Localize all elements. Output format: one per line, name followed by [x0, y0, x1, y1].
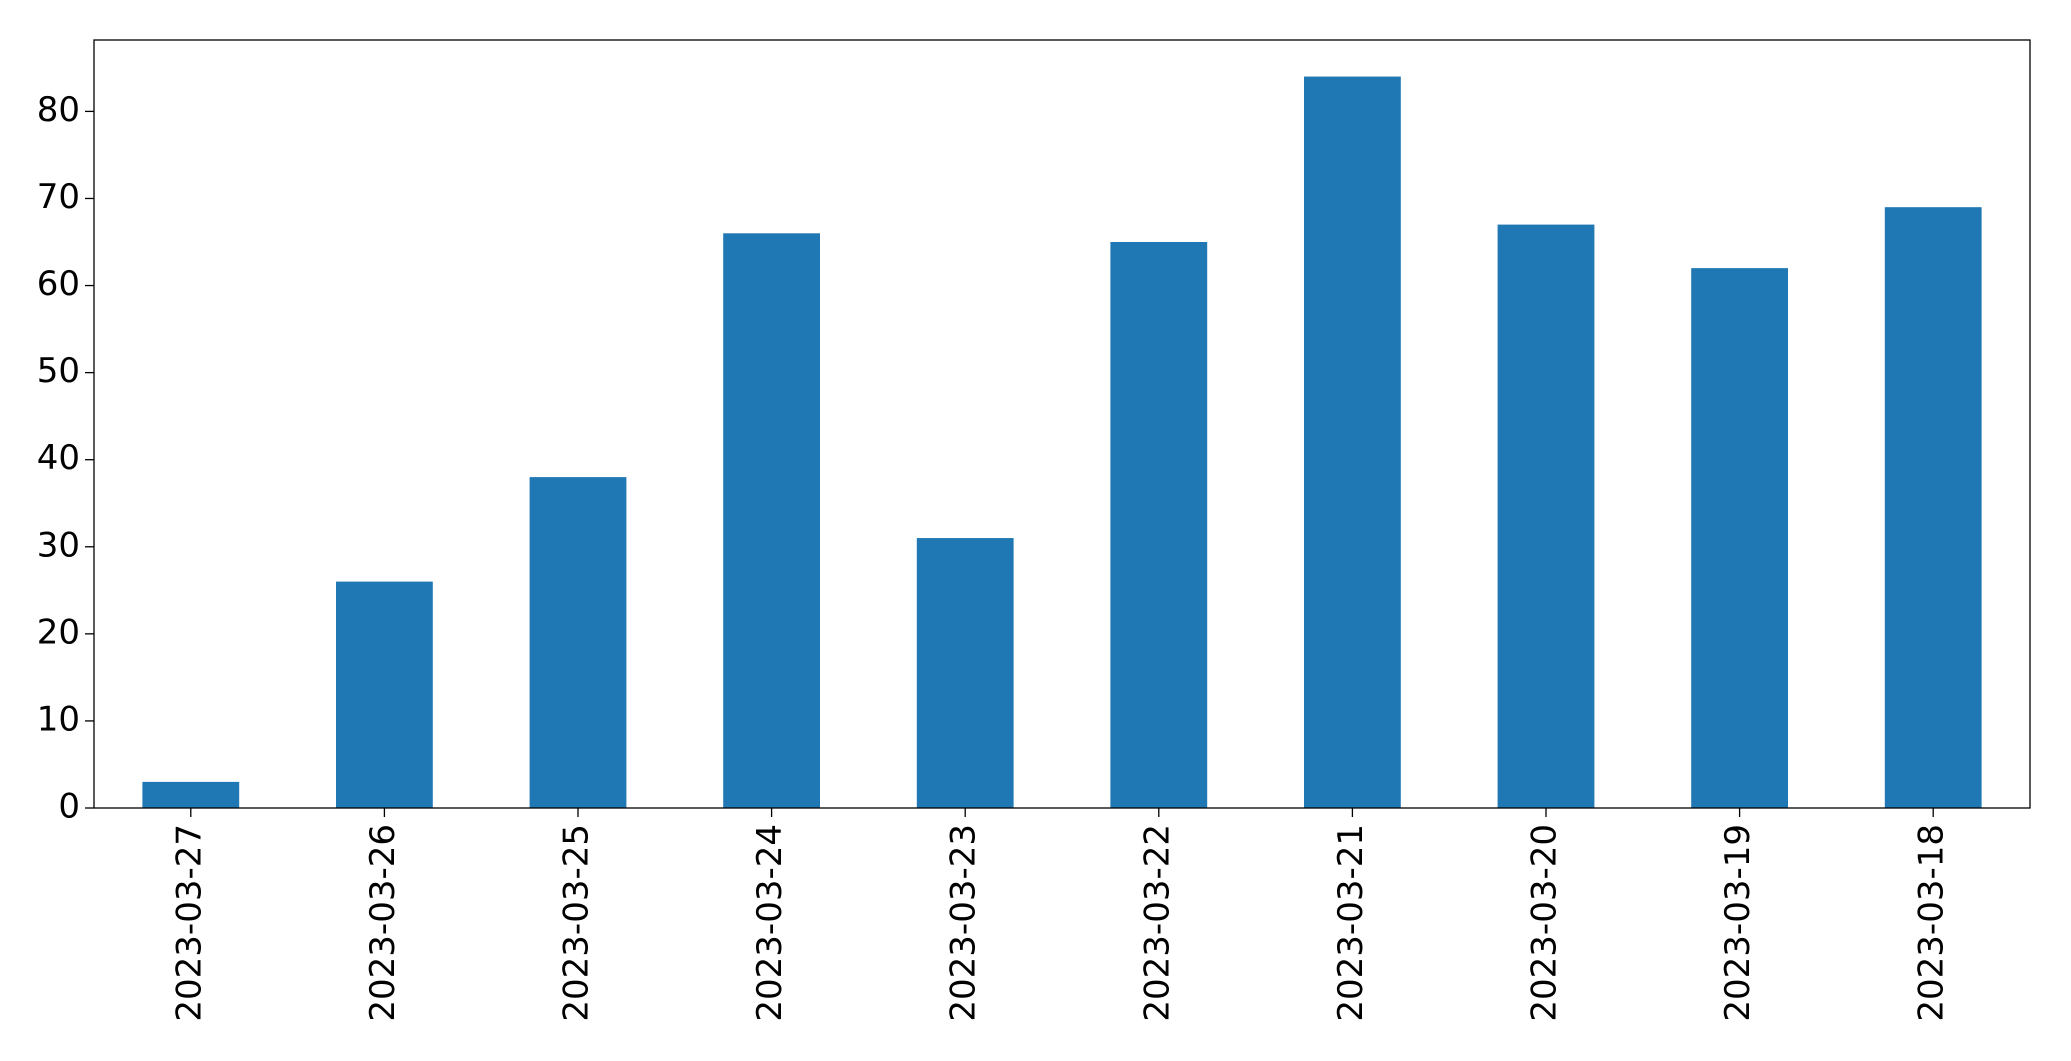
- bar: [336, 581, 433, 808]
- x-tick-label: 2023-03-21: [1331, 824, 1371, 1022]
- bar: [1884, 207, 1982, 809]
- x-tick-label: 2023-03-22: [1137, 824, 1177, 1022]
- plot-frame: [93, 39, 2031, 809]
- x-tick-label: 2023-03-20: [1525, 824, 1565, 1022]
- bar: [1110, 242, 1208, 808]
- y-tick-label: 80: [37, 90, 80, 130]
- bar: [1691, 268, 1788, 808]
- y-tick-label: 40: [37, 438, 80, 478]
- x-tick-label: 2023-03-25: [557, 824, 597, 1022]
- bar: [529, 477, 627, 808]
- x-tick-label: 2023-03-24: [750, 824, 790, 1022]
- y-tick-label: 20: [37, 612, 80, 652]
- y-tick-label: 30: [37, 525, 80, 565]
- bar: [723, 233, 820, 808]
- y-tick-label: 0: [58, 787, 80, 827]
- bar: [916, 538, 1014, 808]
- y-tick-label: 60: [37, 264, 80, 304]
- bar: [142, 781, 240, 808]
- y-tick-label: 50: [37, 351, 80, 391]
- bar: [1497, 224, 1595, 808]
- x-tick-label: 2023-03-26: [363, 824, 403, 1022]
- y-tick-label: 70: [37, 177, 80, 217]
- y-tick-label: 10: [37, 699, 80, 739]
- x-tick-label: 2023-03-27: [169, 824, 209, 1022]
- bar: [1304, 76, 1401, 809]
- x-tick-label: 2023-03-23: [944, 824, 984, 1022]
- x-tick-label: 2023-03-18: [1912, 824, 1952, 1022]
- x-tick-label: 2023-03-19: [1718, 824, 1758, 1022]
